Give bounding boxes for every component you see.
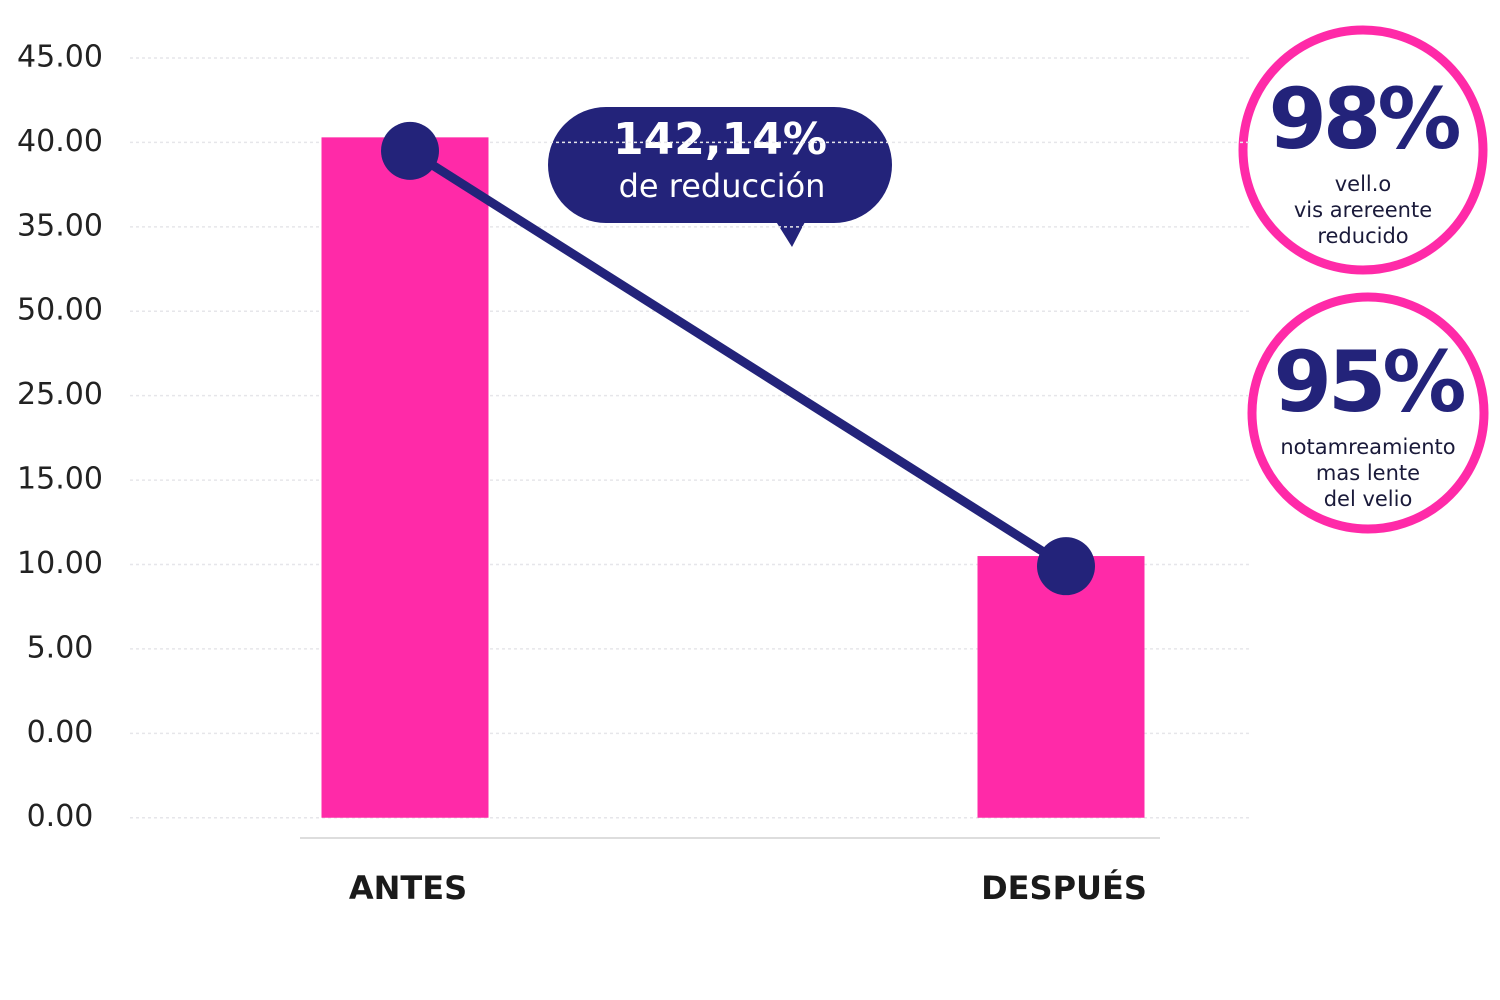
badge-text: vis arereente bbox=[1294, 198, 1432, 222]
badge-text: del velio bbox=[1324, 487, 1413, 511]
badge-circle bbox=[1247, 292, 1489, 534]
x-tick-label: DESPUÉS bbox=[981, 869, 1147, 907]
badge-circle bbox=[1238, 25, 1488, 275]
y-tick-label: 25.00 bbox=[17, 377, 103, 412]
bar bbox=[321, 137, 489, 818]
y-tick-label: 45.00 bbox=[17, 40, 103, 75]
trend-point bbox=[381, 121, 439, 180]
callout-text: de reducción bbox=[619, 167, 826, 205]
badge-value: 95% bbox=[1273, 333, 1464, 431]
callout-pointer bbox=[775, 220, 806, 247]
trend-point bbox=[1037, 537, 1095, 596]
callout-bubble bbox=[548, 107, 892, 223]
y-tick-label: 10.00 bbox=[17, 546, 103, 581]
y-tick-label: 50.00 bbox=[17, 293, 103, 328]
trend-line bbox=[407, 147, 1069, 570]
y-tick-label: 15.00 bbox=[17, 462, 103, 497]
bar bbox=[977, 556, 1145, 818]
y-tick-label: 0.00 bbox=[27, 715, 94, 750]
y-tick-label: 0.00 bbox=[27, 799, 94, 834]
badge-text: reducido bbox=[1317, 224, 1408, 248]
badge-text: notamreamiento bbox=[1280, 435, 1455, 459]
badge-value: 98% bbox=[1268, 70, 1459, 168]
x-tick-label: ANTES bbox=[349, 869, 467, 907]
badge-text: vell.o bbox=[1335, 172, 1392, 196]
y-tick-label: 35.00 bbox=[17, 208, 103, 243]
badge-text: mas lente bbox=[1316, 461, 1420, 485]
y-tick-label: 40.00 bbox=[17, 124, 103, 159]
y-tick-label: 5.00 bbox=[27, 630, 94, 665]
callout-value: 142,14% bbox=[613, 114, 827, 165]
